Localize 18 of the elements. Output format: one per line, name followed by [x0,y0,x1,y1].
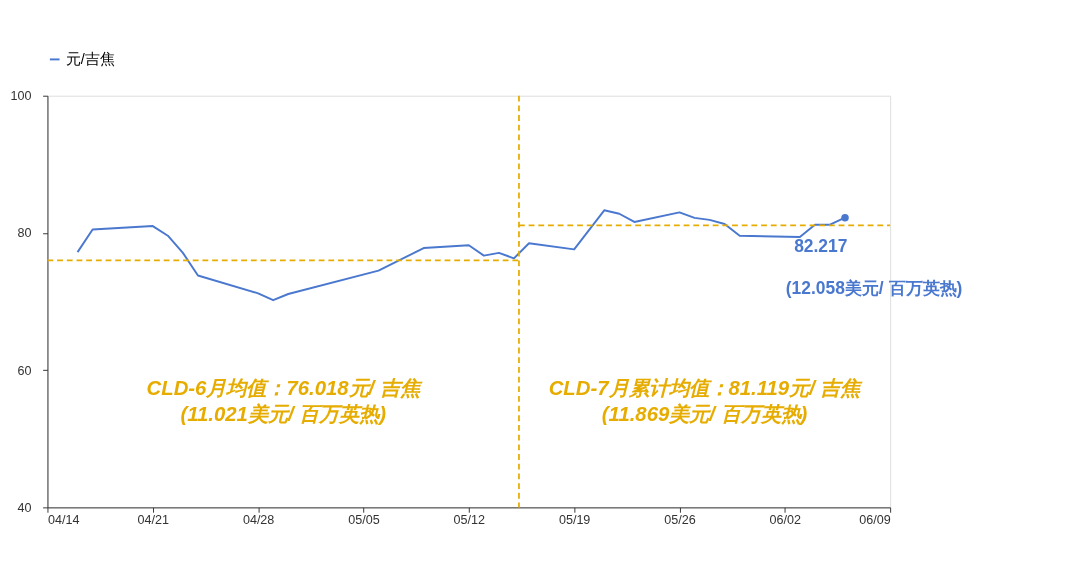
x-tick-label: 05/26 [664,513,696,528]
annotation: (12.058美元/ 百万英热) [785,278,963,299]
legend-label: 元/吉焦 [65,51,115,68]
x-tick-label: 05/05 [348,513,380,528]
x-tick-label: 04/28 [242,513,275,528]
x-tick-label: 04/21 [137,513,170,528]
ref-line-label: CLD-7月累计均值：81.119元/ 吉焦 (11.869美元/ 百万英热) [548,377,864,425]
y-tick-label: 40 [17,500,32,515]
ref-line-label: CLD-6月均值：76.018元/ 吉焦 (11.021美元/ 百万英热) [146,377,423,425]
y-tick-label: 100 [10,89,32,104]
y-tick-label: 80 [17,226,32,241]
x-tick-label: 06/09 [859,513,891,528]
x-tick-label: 06/02 [769,513,802,528]
x-tick-label: 05/19 [558,513,591,528]
annotation: 82.217 [794,235,848,256]
y-tick-label: 60 [17,363,32,378]
x-tick-label: 04/14 [47,513,80,528]
x-tick-label: 05/12 [453,513,486,528]
